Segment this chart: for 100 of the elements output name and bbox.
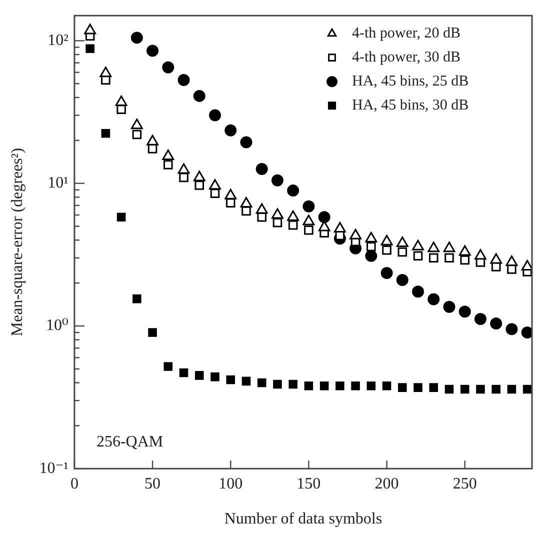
point <box>382 246 392 255</box>
point <box>413 251 423 261</box>
point <box>178 74 190 86</box>
point <box>194 180 204 190</box>
legend-label: HA, 45 bins, 30 dB <box>352 98 469 114</box>
point <box>460 255 470 265</box>
point <box>302 200 315 212</box>
point <box>492 384 500 394</box>
point <box>226 375 235 384</box>
point <box>476 384 485 394</box>
point <box>86 44 94 54</box>
point <box>256 203 268 214</box>
point <box>365 250 378 262</box>
point <box>429 383 438 392</box>
point <box>336 382 344 390</box>
point <box>380 267 393 280</box>
legend-label: 4-th power, 30 dB <box>352 50 461 66</box>
point <box>130 118 143 130</box>
point <box>351 382 360 390</box>
point <box>179 172 188 182</box>
point <box>148 328 157 337</box>
point <box>116 212 126 222</box>
point <box>521 326 532 338</box>
point <box>506 323 518 336</box>
x-axis-title: Number of data symbols <box>224 510 382 528</box>
point <box>132 130 142 140</box>
point <box>398 247 408 257</box>
point <box>210 188 220 198</box>
point <box>146 44 159 57</box>
point <box>116 104 126 114</box>
point <box>521 260 532 271</box>
y-tick-label: 10⁻¹ <box>39 460 69 477</box>
point <box>458 245 471 256</box>
point <box>115 96 128 106</box>
point <box>302 214 315 226</box>
point <box>242 376 251 386</box>
y-tick-label: 10⁰ <box>46 317 68 334</box>
x-tick-label: 150 <box>296 475 321 492</box>
point <box>304 225 314 235</box>
point <box>350 228 362 240</box>
point <box>100 66 112 78</box>
point <box>396 236 408 248</box>
point <box>507 384 516 394</box>
x-tick-label: 0 <box>70 475 78 492</box>
point <box>224 188 237 200</box>
point <box>288 380 298 389</box>
point <box>334 222 346 233</box>
point <box>458 306 471 318</box>
annotation: 256-QAM <box>96 434 164 451</box>
point <box>428 242 440 252</box>
point <box>224 124 237 136</box>
point <box>193 170 206 182</box>
point <box>164 362 173 371</box>
x-tick-label: 250 <box>452 475 477 492</box>
point <box>490 253 502 264</box>
point <box>240 196 252 208</box>
point <box>366 242 376 252</box>
point <box>414 383 422 392</box>
point <box>209 179 221 190</box>
point <box>320 382 329 390</box>
point <box>132 294 142 304</box>
point <box>506 255 518 266</box>
point <box>240 136 252 148</box>
x-tick-label: 50 <box>144 475 161 492</box>
point <box>162 61 174 74</box>
point <box>272 218 282 228</box>
point <box>460 384 470 394</box>
point <box>365 232 378 242</box>
point <box>146 134 158 146</box>
point <box>208 109 221 122</box>
point <box>366 382 376 390</box>
y-tick-label: 10¹ <box>48 174 69 192</box>
point <box>474 249 486 260</box>
point <box>474 312 486 325</box>
point <box>287 184 300 197</box>
point <box>522 384 532 394</box>
point <box>164 160 173 170</box>
y-axis-title: Mean-square-error (degrees²) <box>8 148 26 336</box>
point <box>257 378 266 388</box>
point <box>443 300 456 313</box>
point <box>380 234 393 246</box>
x-tick-label: 200 <box>374 475 399 492</box>
point <box>428 293 440 306</box>
point <box>318 211 330 224</box>
point <box>162 149 174 160</box>
point <box>194 371 204 380</box>
point <box>490 318 502 330</box>
point <box>428 253 438 263</box>
point <box>444 253 454 263</box>
point <box>130 32 143 44</box>
point <box>412 286 424 298</box>
legend-label: 4-th power, 20 dB <box>352 26 461 42</box>
point <box>412 240 424 250</box>
point <box>382 382 392 390</box>
point <box>443 242 456 252</box>
point <box>242 206 251 216</box>
point <box>193 90 206 102</box>
point <box>273 380 282 389</box>
point <box>287 210 300 221</box>
y-tick-label: 10² <box>48 32 69 49</box>
